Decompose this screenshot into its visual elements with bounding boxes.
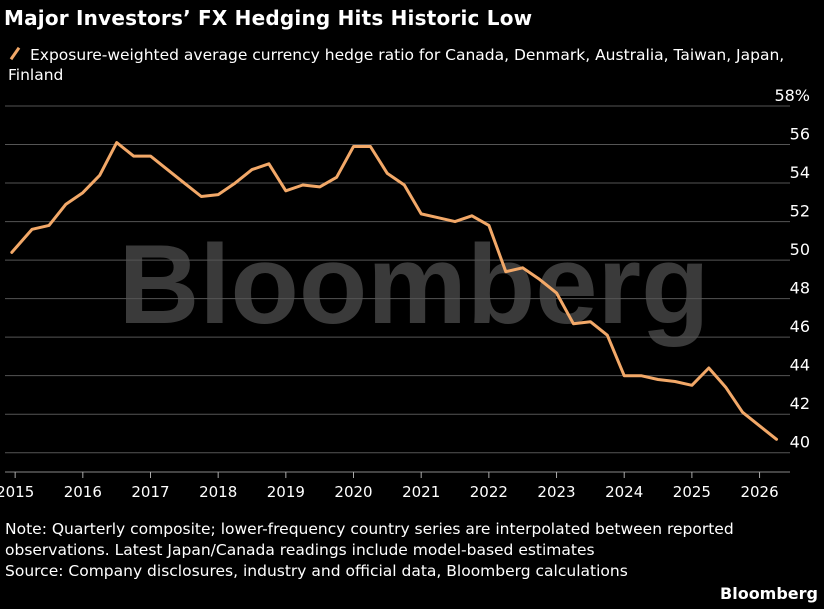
x-tick-label: 2023: [537, 483, 575, 501]
x-tick-label: 2026: [740, 483, 778, 501]
grid-lines: [5, 105, 790, 454]
x-tick-label: 2022: [470, 483, 508, 501]
y-tick-label: 44: [790, 356, 810, 375]
chart-title: Major Investors’ FX Hedging Hits Histori…: [4, 6, 533, 30]
legend-label: Exposure-weighted average currency hedge…: [8, 46, 785, 84]
x-tick-label: 2024: [605, 483, 643, 501]
series: [10, 141, 778, 441]
notes: Note: Quarterly composite; lower-frequen…: [5, 519, 795, 582]
x-tick-label: 2020: [334, 483, 372, 501]
bloomberg-logo: Bloomberg: [720, 584, 818, 603]
series-line: [10, 141, 778, 441]
x-tick-label: 2015: [0, 483, 34, 501]
source-text: Source: Company disclosures, industry an…: [5, 562, 628, 580]
x-tick-label: 2017: [131, 483, 169, 501]
x-tick-label: 2018: [199, 483, 237, 501]
x-axis: 2015 2016 2017 2018 2019 2020 2021 2022 2023 2024…: [0, 471, 790, 501]
y-tick-label: 46: [790, 317, 810, 336]
y-tick-label: 40: [790, 433, 810, 452]
y-tick-label: 48: [790, 279, 810, 298]
y-tick-label: 56: [790, 125, 810, 144]
legend: Exposure-weighted average currency hedge…: [8, 45, 798, 85]
watermark: Bloomberg: [118, 222, 709, 347]
y-tick-label: 50: [790, 240, 810, 259]
x-tick-label: 2016: [64, 483, 102, 501]
y-tick-label: 52: [790, 202, 810, 221]
note-text: Note: Quarterly composite; lower-frequen…: [5, 520, 734, 559]
x-tick-label: 2019: [267, 483, 305, 501]
y-axis: 40 42 44 46 48 50 52 54 56 58%: [774, 86, 810, 452]
y-tick-label: 42: [790, 394, 810, 413]
x-tick-label: 2021: [402, 483, 440, 501]
y-tick-label: 58%: [774, 86, 810, 105]
y-tick-label: 54: [790, 163, 810, 182]
x-tick-label: 2025: [673, 483, 711, 501]
